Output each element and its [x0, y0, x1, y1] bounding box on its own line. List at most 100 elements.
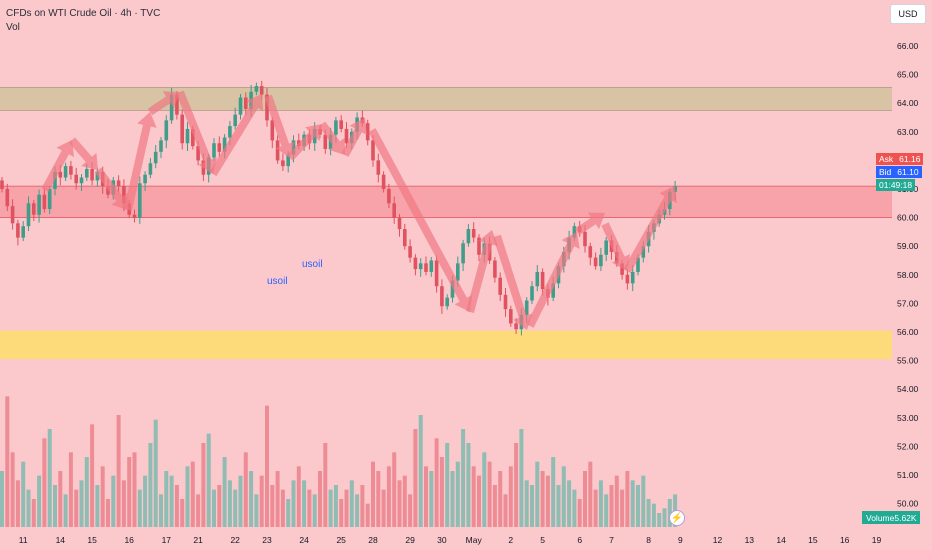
annotation-usoil[interactable]: usoil [302, 259, 323, 270]
x-axis-label: 12 [713, 535, 723, 545]
candle-body [625, 274, 630, 284]
x-axis-label: 23 [262, 535, 272, 545]
volume-bar [651, 503, 656, 527]
candle-body [16, 223, 20, 238]
volume-bar [439, 457, 444, 527]
candle-body [270, 120, 275, 141]
x-axis-label: 29 [405, 535, 415, 545]
candle-body [254, 86, 259, 92]
candle-body [238, 97, 243, 115]
candle-body [477, 237, 481, 255]
volume-bar [74, 489, 79, 527]
volume-bar [291, 480, 296, 527]
swing-arrow [287, 124, 322, 161]
bar-countdown: 01:49:18 [876, 179, 916, 191]
volume-bar [127, 457, 132, 527]
symbol-title[interactable]: CFDs on WTI Crude Oil · 4h · TVC [6, 8, 161, 19]
volume-bar [153, 419, 158, 527]
lightning-icon[interactable]: ⚡ [669, 510, 685, 526]
candle-body [540, 271, 545, 290]
volume-bar [455, 461, 460, 527]
currency-button[interactable]: USD [890, 4, 926, 24]
volume-bar [524, 480, 529, 527]
x-axis-label: 16 [840, 535, 850, 545]
candle-body [212, 143, 216, 158]
volume-bar [296, 466, 301, 527]
volume-bar [26, 489, 31, 527]
volume-bar [386, 466, 391, 527]
volume-bar [212, 489, 216, 527]
candle-body [32, 203, 36, 215]
volume-bar [318, 471, 322, 527]
candle-body [53, 171, 57, 189]
volume-bar [42, 438, 47, 527]
volume-bar [556, 485, 561, 527]
volume-indicator-label[interactable]: Vol [6, 22, 20, 33]
candle-body [244, 97, 248, 109]
candle-body [47, 189, 52, 210]
volume-bar [365, 503, 370, 527]
candle-body [58, 171, 63, 178]
candle-body [636, 257, 640, 272]
candle-body [265, 94, 269, 121]
candle-body [471, 229, 476, 238]
candle-body [418, 263, 423, 270]
volume-bar [583, 471, 587, 527]
volume-bar [339, 499, 344, 527]
volume-bar [312, 494, 317, 527]
volume-bar [111, 475, 116, 527]
candle-body [599, 254, 603, 267]
zone-resistance [0, 87, 892, 111]
swing-arrow [493, 234, 533, 330]
candle-body [37, 194, 41, 215]
volume-bar [535, 461, 540, 527]
x-axis-label: 9 [678, 535, 683, 545]
volume-bar [598, 480, 603, 527]
candle-body [153, 151, 158, 164]
volume-bar [561, 466, 566, 527]
volume-bar [201, 443, 206, 527]
volume-bar [620, 489, 625, 527]
x-axis-label: 11 [19, 535, 28, 545]
y-axis-label: 65.00 [897, 70, 919, 80]
x-axis-label: May [466, 535, 483, 545]
candle-body [259, 86, 264, 95]
candle-body [630, 271, 635, 284]
volume-bar [418, 415, 423, 527]
volume-bar [445, 443, 450, 527]
candle-body [530, 286, 534, 301]
volume-bar [593, 489, 598, 527]
volume-bar [662, 508, 667, 527]
x-axis-label: 14 [776, 535, 786, 545]
candle-body [21, 226, 25, 238]
candle-body [509, 309, 513, 324]
volume-bar [471, 466, 476, 527]
volume-bar [397, 480, 402, 527]
volume-bar [551, 457, 556, 527]
candle-body [535, 271, 540, 287]
volume-bar [148, 443, 153, 527]
volume-bar [630, 480, 635, 527]
candle-body [148, 163, 153, 175]
volume-bar [530, 485, 534, 527]
candle-body [334, 120, 338, 135]
y-axis-label: 56.00 [897, 327, 919, 337]
volume-bar [159, 494, 163, 527]
swing-arrow [318, 121, 345, 155]
volume-bar [275, 471, 280, 527]
volume-bar [609, 485, 614, 527]
swing-arrow [147, 91, 180, 116]
volume-bar [588, 461, 593, 527]
volume-bar [577, 499, 582, 527]
volume-bar [116, 415, 121, 527]
candle-body [69, 166, 73, 175]
swing-arrow [601, 222, 631, 271]
annotation-usoil[interactable]: usoil [267, 276, 288, 287]
volume-bar [233, 489, 238, 527]
volume-bar [424, 466, 428, 527]
candle-body [191, 128, 195, 147]
candle-body [593, 257, 598, 267]
volume-bar [333, 485, 338, 527]
